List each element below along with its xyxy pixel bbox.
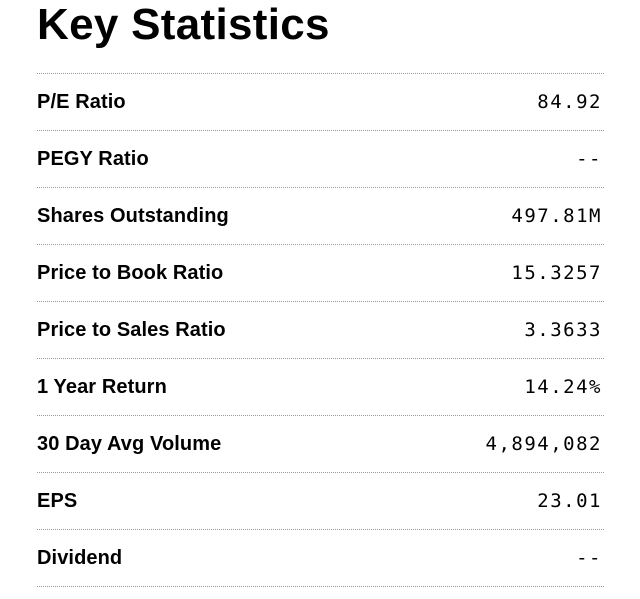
stat-label: 30 Day Avg Volume	[37, 432, 222, 455]
stat-row-dividend: Dividend --	[37, 530, 604, 587]
stat-label: Shares Outstanding	[37, 204, 229, 227]
stat-row-30-day-avg-volume: 30 Day Avg Volume 4,894,082	[37, 416, 604, 473]
stats-table: P/E Ratio 84.92 PEGY Ratio -- Shares Out…	[37, 73, 604, 587]
stat-row-shares-outstanding: Shares Outstanding 497.81M	[37, 188, 604, 245]
stat-row-1-year-return: 1 Year Return 14.24%	[37, 359, 604, 416]
stat-value: 84.92	[537, 91, 602, 113]
stat-row-price-to-book: Price to Book Ratio 15.3257	[37, 245, 604, 302]
stat-value: 15.3257	[511, 262, 602, 284]
stat-label: EPS	[37, 489, 78, 512]
stat-label: Dividend	[37, 546, 123, 569]
stat-value: 497.81M	[511, 205, 602, 227]
stat-label: P/E Ratio	[37, 90, 126, 113]
stat-row-eps: EPS 23.01	[37, 473, 604, 530]
key-statistics-panel: Key Statistics P/E Ratio 84.92 PEGY Rati…	[37, 0, 604, 587]
stat-value: 3.3633	[524, 319, 602, 341]
stat-value: 23.01	[537, 490, 602, 512]
stat-label: PEGY Ratio	[37, 147, 149, 170]
stat-row-pe-ratio: P/E Ratio 84.92	[37, 74, 604, 131]
stat-value: --	[576, 148, 602, 170]
stat-value: --	[576, 547, 602, 569]
stat-row-price-to-sales: Price to Sales Ratio 3.3633	[37, 302, 604, 359]
stat-label: Price to Sales Ratio	[37, 318, 226, 341]
stat-value: 4,894,082	[485, 433, 602, 455]
stat-label: 1 Year Return	[37, 375, 167, 398]
section-title: Key Statistics	[37, 0, 330, 49]
stat-value: 14.24%	[524, 376, 602, 398]
stat-label: Price to Book Ratio	[37, 261, 224, 284]
stat-row-pegy-ratio: PEGY Ratio --	[37, 131, 604, 188]
